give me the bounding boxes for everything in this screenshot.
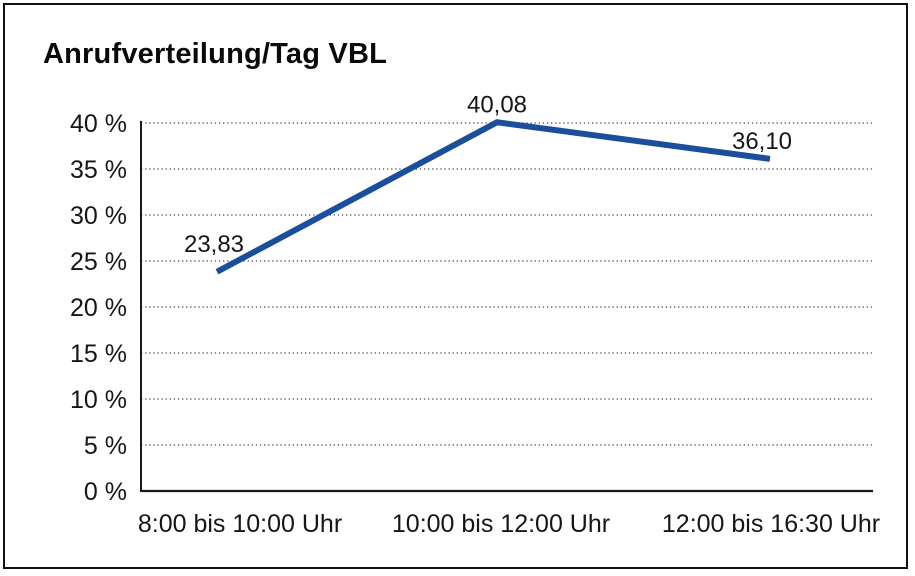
data-point-label: 40,08 [467, 91, 527, 118]
y-tick-label: 20 % [70, 294, 127, 322]
chart-frame: Anrufverteilung/Tag VBL [3, 3, 908, 569]
y-tick-label: 30 % [70, 202, 127, 230]
data-point-label: 36,10 [732, 128, 792, 155]
y-tick-label: 25 % [70, 248, 127, 276]
y-tick-label: 10 % [70, 386, 127, 414]
y-tick-label: 5 % [84, 432, 127, 460]
x-tick-label: 10:00 bis 12:00 Uhr [392, 510, 610, 538]
y-tick-label: 15 % [70, 340, 127, 368]
data-line-series [215, 119, 771, 275]
data-point-label: 23,83 [184, 231, 244, 258]
x-tick-label: 8:00 bis 10:00 Uhr [138, 510, 342, 538]
x-tick-label: 12:00 bis 16:30 Uhr [662, 510, 880, 538]
chart-title: Anrufverteilung/Tag VBL [43, 38, 388, 70]
y-tick-label: 35 % [70, 156, 127, 184]
y-tick-label: 0 % [84, 478, 127, 506]
y-tick-label: 40 % [70, 110, 127, 138]
